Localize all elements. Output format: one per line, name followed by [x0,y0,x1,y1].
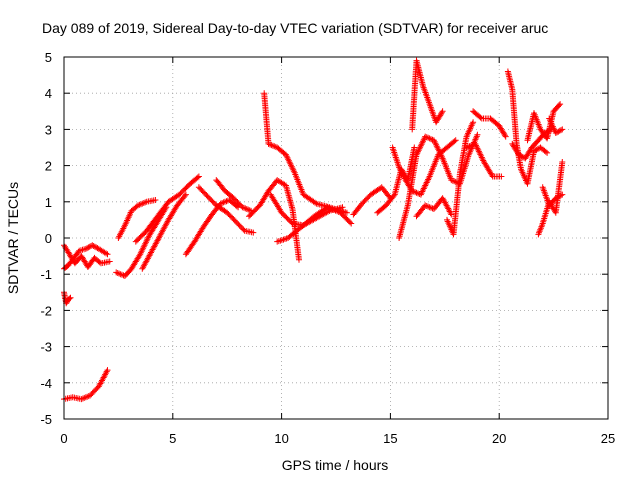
data-point-cluster [539,184,566,209]
x-tick-label: 20 [492,431,506,446]
y-tick-label: 4 [45,86,52,101]
chart-title: Day 089 of 2019, Sidereal Day-to-day VTE… [42,20,548,36]
y-tick-label: -2 [40,303,52,318]
data-point-cluster [113,204,170,279]
data-point-cluster [350,184,394,218]
x-tick-label: 15 [383,431,397,446]
data-point-cluster [413,195,455,220]
y-tick-label: 2 [45,159,52,174]
y-tick-label: 1 [45,195,52,210]
data-point-cluster [444,119,477,238]
y-tick-label: -4 [40,376,52,391]
data-point-cluster [546,115,566,136]
data-point-cluster [409,57,446,133]
y-tick-label: -1 [40,267,52,282]
data-series-sdtvar [61,57,566,403]
x-tick-label: 0 [60,431,67,446]
plot-frame [63,56,609,420]
data-point-cluster [389,137,459,198]
x-tick-label: 25 [601,431,615,446]
data-point-cluster [195,184,257,236]
data-point-cluster [132,173,202,245]
data-point-cluster [213,177,255,214]
data-point-cluster [463,140,505,180]
data-point-cluster [115,197,159,241]
data-point-cluster [274,204,355,245]
y-tick-label: -3 [40,340,52,355]
data-point-cluster [504,68,551,187]
data-point-cluster [139,191,189,272]
tick-labels: 0 5 10 15 20 25 -5 -4 -3 -2 -1 0 1 2 3 4 5 [40,50,615,446]
data-point-cluster [470,108,509,140]
y-tick-label: 5 [45,50,52,65]
y-tick-label: -5 [40,412,52,427]
x-tick-label: 10 [274,431,288,446]
x-axis-label: GPS time / hours [282,457,389,473]
y-tick-label: 3 [45,122,52,137]
data-point-cluster [509,126,555,162]
y-tick-label: 0 [45,231,52,246]
x-tick-label: 5 [169,431,176,446]
y-axis-label: SDTVAR / TECUs [5,182,21,294]
